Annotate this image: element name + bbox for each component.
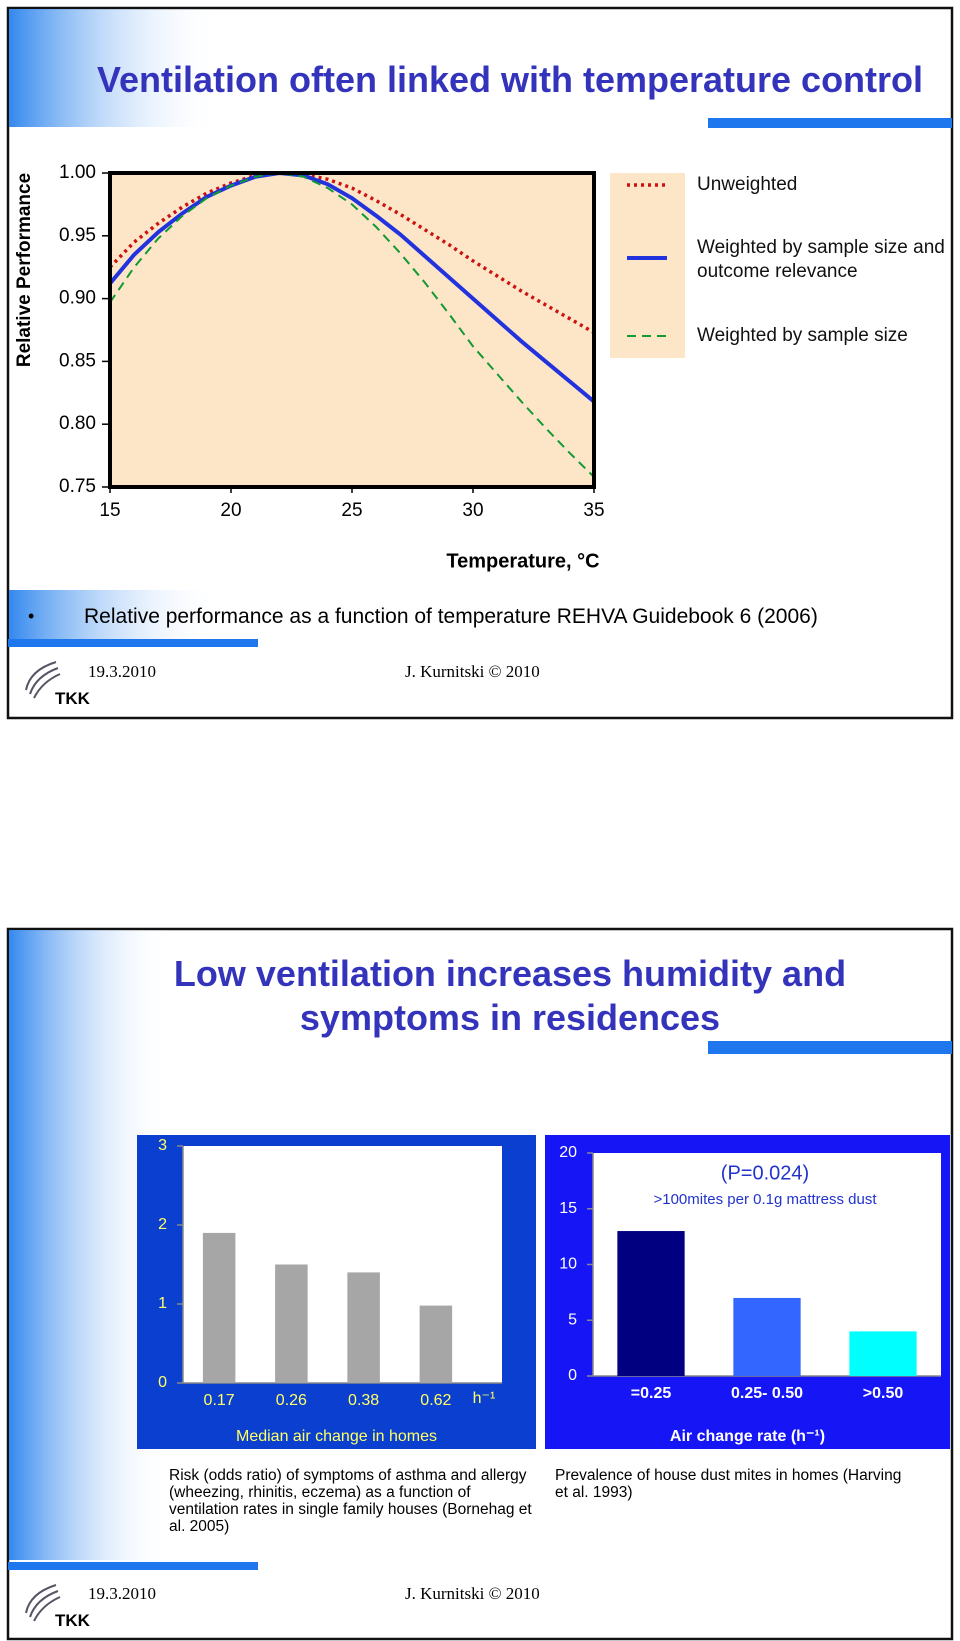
footer-date: 19.3.2010 [88, 1584, 156, 1603]
x-tick-label: 25 [341, 500, 362, 521]
bar [419, 1305, 453, 1383]
accent-bar [8, 1562, 258, 1570]
x-axis-label: Median air change in homes [236, 1428, 437, 1445]
footer-author: J. Kurnitski © 2010 [405, 1584, 540, 1603]
y-tick-label: 0.90 [59, 288, 96, 309]
caption: Prevalence of house dust mites in homes … [555, 1467, 902, 1501]
bar [275, 1264, 308, 1383]
bullet-dot: • [28, 606, 34, 626]
gradient [9, 590, 219, 640]
footer-logo: TKK [55, 1611, 90, 1630]
footer-author: J. Kurnitski © 2010 [405, 662, 540, 681]
y-tick-label: 20 [559, 1144, 577, 1161]
x-tick-label: 15 [99, 500, 120, 521]
y-tick-label: 0 [568, 1367, 577, 1384]
y-tick-label: 10 [559, 1256, 577, 1273]
x-tick-label: 0.62 [420, 1392, 451, 1409]
y-tick-label: 0.95 [59, 225, 96, 246]
y-tick-label: 5 [568, 1311, 577, 1328]
slide-border [6, 927, 954, 1641]
y-tick-label: 0.75 [59, 476, 96, 497]
plot-frame [108, 171, 596, 489]
bar [347, 1272, 380, 1383]
x-tick-label: 0.38 [348, 1392, 379, 1409]
x-tick-label: 0.25- 0.50 [731, 1385, 803, 1402]
annotation: (P=0.024) [721, 1162, 809, 1184]
bar [849, 1331, 917, 1376]
x-axis-label: Air change rate (h⁻¹) [670, 1428, 825, 1445]
annotation: >100mites per 0.1g mattress dust [653, 1191, 877, 1208]
x-tick-label: 0.17 [204, 1392, 235, 1409]
series-line [108, 171, 595, 335]
caption: Risk (odds ratio) of symptoms of asthma … [169, 1467, 532, 1535]
gradient [9, 9, 219, 127]
x-tick-label: >0.50 [863, 1385, 904, 1402]
series-line [108, 170, 596, 404]
footer-date: 19.3.2010 [88, 662, 156, 681]
y-tick-label: 15 [559, 1200, 577, 1217]
bar [733, 1297, 801, 1376]
bar [202, 1232, 236, 1383]
y-tick-label: 0.85 [59, 350, 96, 371]
y-tick-label: 1 [158, 1295, 167, 1312]
logo [25, 661, 61, 1622]
x-tick-label: =0.25 [631, 1385, 672, 1402]
series-line [109, 171, 595, 478]
slide-border [6, 6, 954, 720]
y-tick-label: 1.00 [59, 162, 96, 183]
x-axis-label: Temperature, °C [446, 550, 599, 572]
x-tick-label: 0.26 [276, 1392, 307, 1409]
slide-title: Ventilation often linked with temperatur… [96, 59, 924, 100]
y-tick-label: 0.80 [59, 413, 96, 434]
accent-bar [708, 118, 952, 128]
plot-area [110, 173, 594, 487]
x-tick-label: 30 [462, 500, 483, 521]
y-tick-label: 2 [158, 1216, 167, 1233]
x-tick-label: 20 [220, 500, 241, 521]
bullet-text: Relative performance as a function of te… [84, 605, 818, 628]
y-axis-label: Relative Performance [14, 173, 35, 367]
legend-label: Weighted by sample size [697, 325, 908, 346]
legend-label: Weighted by sample size and outcome rele… [697, 237, 945, 282]
x-tick-label: 35 [583, 500, 604, 521]
legend-box [610, 173, 685, 358]
accent-bar [8, 639, 258, 647]
y-tick-label: 3 [158, 1137, 167, 1154]
accent-bar [708, 1041, 952, 1054]
x-unit: h⁻¹ [473, 1390, 496, 1407]
y-tick-label: 0 [158, 1374, 167, 1391]
footer-logo: TKK [55, 689, 90, 708]
bar [617, 1231, 685, 1376]
legend-label: Unweighted [697, 174, 798, 195]
slide-title: Low ventilation increases humidity and s… [173, 953, 847, 1038]
